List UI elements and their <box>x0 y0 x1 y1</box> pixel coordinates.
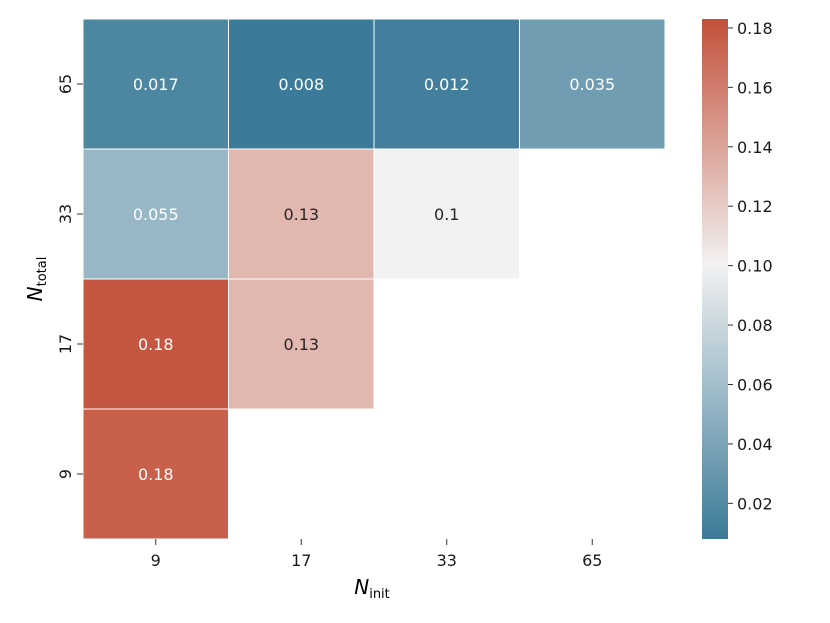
heatmap-cell-label: 0.18 <box>138 335 174 354</box>
heatmap-cell-label: 0.055 <box>133 205 179 224</box>
heatmap-cell-label: 0.13 <box>283 335 319 354</box>
x-tick-label: 65 <box>582 551 602 570</box>
heatmap-cell-label: 0.017 <box>133 75 179 94</box>
heatmap-cell-label: 0.1 <box>434 205 459 224</box>
heatmap-cell <box>373 18 520 150</box>
colorbar-tick-label: 0.08 <box>737 316 773 335</box>
heatmap-cell <box>228 278 375 410</box>
heatmap-cell-label: 0.035 <box>569 75 615 94</box>
x-axis-ticks: 9 17 33 65 <box>151 539 602 570</box>
heatmap-cell <box>373 148 520 280</box>
colorbar-tick-label: 0.06 <box>737 375 773 394</box>
heatmap-cell-label: 0.18 <box>138 465 174 484</box>
heatmap-cell <box>228 18 375 150</box>
colorbar-tick-label: 0.02 <box>737 494 773 513</box>
x-tick-label: 33 <box>437 551 457 570</box>
colorbar-tick-label: 0.12 <box>737 197 773 216</box>
heatmap-cells: 0.017 0.008 0.012 0.035 0.055 0.13 0.1 0.18 0.13… <box>82 18 666 540</box>
heatmap-cell <box>82 408 229 540</box>
heatmap-cell <box>228 148 375 280</box>
heatmap-cell-label: 0.008 <box>278 75 324 94</box>
heatmap-cell <box>519 18 666 150</box>
colorbar <box>702 19 728 539</box>
heatmap-cell <box>82 148 229 280</box>
y-tick-label: 65 <box>56 74 75 94</box>
y-tick-label: 17 <box>56 334 75 354</box>
x-tick-label: 9 <box>151 551 161 570</box>
x-tick-label: 17 <box>291 551 311 570</box>
heatmap-cell-label: 0.012 <box>424 75 470 94</box>
x-axis-label: Ninit <box>354 575 390 602</box>
y-axis-label: Ntotal <box>23 257 50 302</box>
y-tick-label: 33 <box>56 204 75 224</box>
colorbar-tick-label: 0.18 <box>737 19 773 38</box>
heatmap-cell <box>82 278 229 410</box>
colorbar-tick-label: 0.04 <box>737 435 773 454</box>
y-tick-label: 9 <box>56 469 75 479</box>
colorbar-tick-label: 0.10 <box>737 257 773 276</box>
colorbar-tick-label: 0.14 <box>737 138 773 157</box>
y-axis-ticks: 65 33 17 9 <box>56 74 83 479</box>
colorbar-ticks: 0.02 0.04 0.06 0.08 0.10 0.12 0.14 0.16 0.18 <box>728 19 773 513</box>
colorbar-tick-label: 0.16 <box>737 78 773 97</box>
heatmap-cell-label: 0.13 <box>283 205 319 224</box>
heatmap-cell <box>82 18 229 150</box>
